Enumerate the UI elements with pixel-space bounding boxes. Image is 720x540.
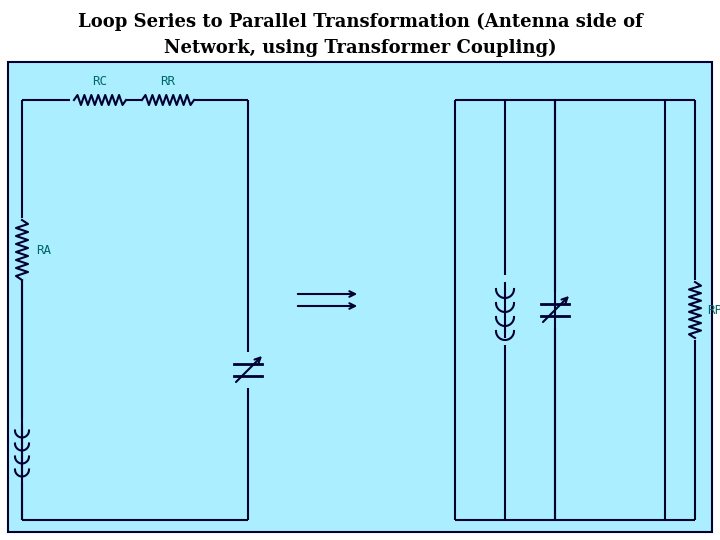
Text: RA: RA <box>36 244 51 256</box>
Text: Network, using Transformer Coupling): Network, using Transformer Coupling) <box>163 39 557 57</box>
Text: RR: RR <box>161 75 176 88</box>
Text: RC: RC <box>92 75 107 88</box>
Text: RP: RP <box>707 303 720 316</box>
Bar <box>8 62 712 532</box>
Text: Loop Series to Parallel Transformation (Antenna side of: Loop Series to Parallel Transformation (… <box>78 13 642 31</box>
